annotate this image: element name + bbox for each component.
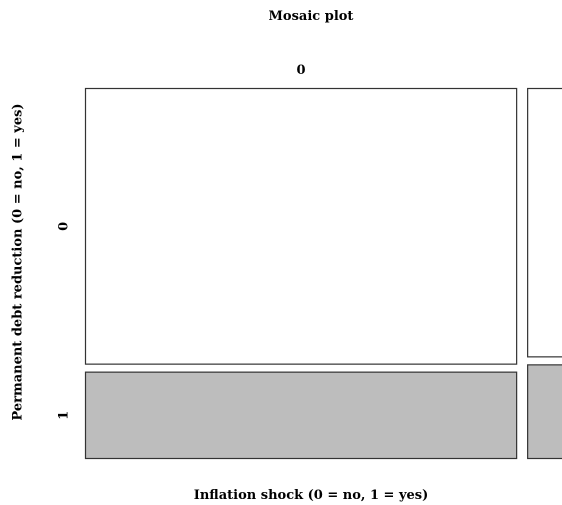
mosaic-tile-x0-y1	[84, 371, 518, 460]
mosaic-tile-x1-y1	[527, 364, 562, 460]
y-tick-label-0: 0	[57, 222, 72, 231]
mosaic-tile-x1-y0	[527, 87, 562, 358]
mosaic-tile-x0-y0	[84, 87, 518, 365]
x-tick-label-0: 0	[297, 63, 306, 78]
chart-title: Mosaic plot	[268, 9, 354, 24]
x-axis-label: Inflation shock (0 = no, 1 = yes)	[193, 488, 429, 503]
y-tick-label-1: 1	[57, 411, 72, 420]
